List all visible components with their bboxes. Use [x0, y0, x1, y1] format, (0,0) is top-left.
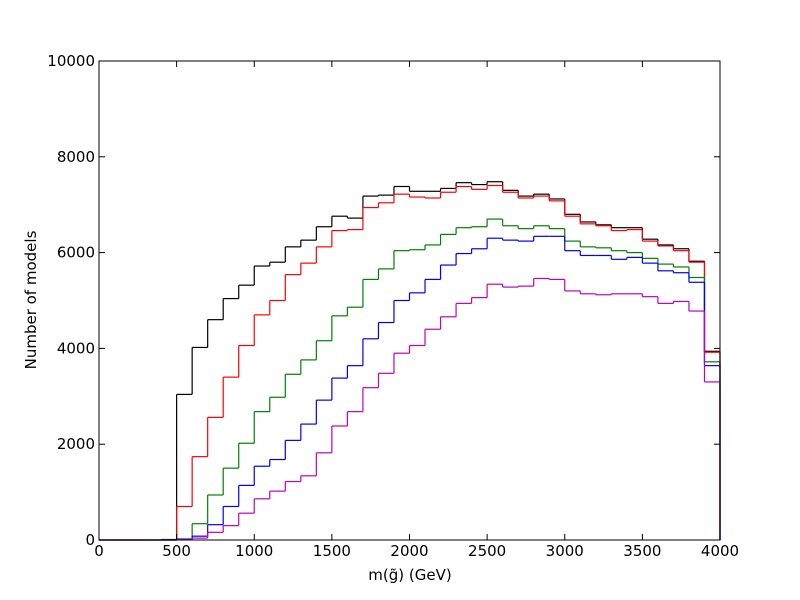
x-tick-label: 2000 — [390, 542, 428, 560]
x-tick-label: 3000 — [546, 542, 584, 560]
x-axis-label: m(g̃) (GeV) — [368, 566, 451, 584]
x-tick-label: 2500 — [468, 542, 506, 560]
x-tick-label: 3500 — [623, 542, 661, 560]
y-tick-label: 2000 — [57, 435, 95, 453]
y-axis-label: Number of models — [22, 230, 40, 369]
x-tick-label: 500 — [162, 542, 191, 560]
x-tick-label: 0 — [94, 542, 104, 560]
x-tick-label: 1000 — [235, 542, 273, 560]
y-tick-label: 4000 — [57, 339, 95, 357]
y-tick-label: 0 — [85, 531, 95, 549]
y-tick-label: 6000 — [57, 244, 95, 262]
x-tick-label: 4000 — [701, 542, 739, 560]
y-tick-label: 10000 — [47, 52, 95, 70]
y-tick-label: 8000 — [57, 148, 95, 166]
x-tick-label: 1500 — [313, 542, 351, 560]
